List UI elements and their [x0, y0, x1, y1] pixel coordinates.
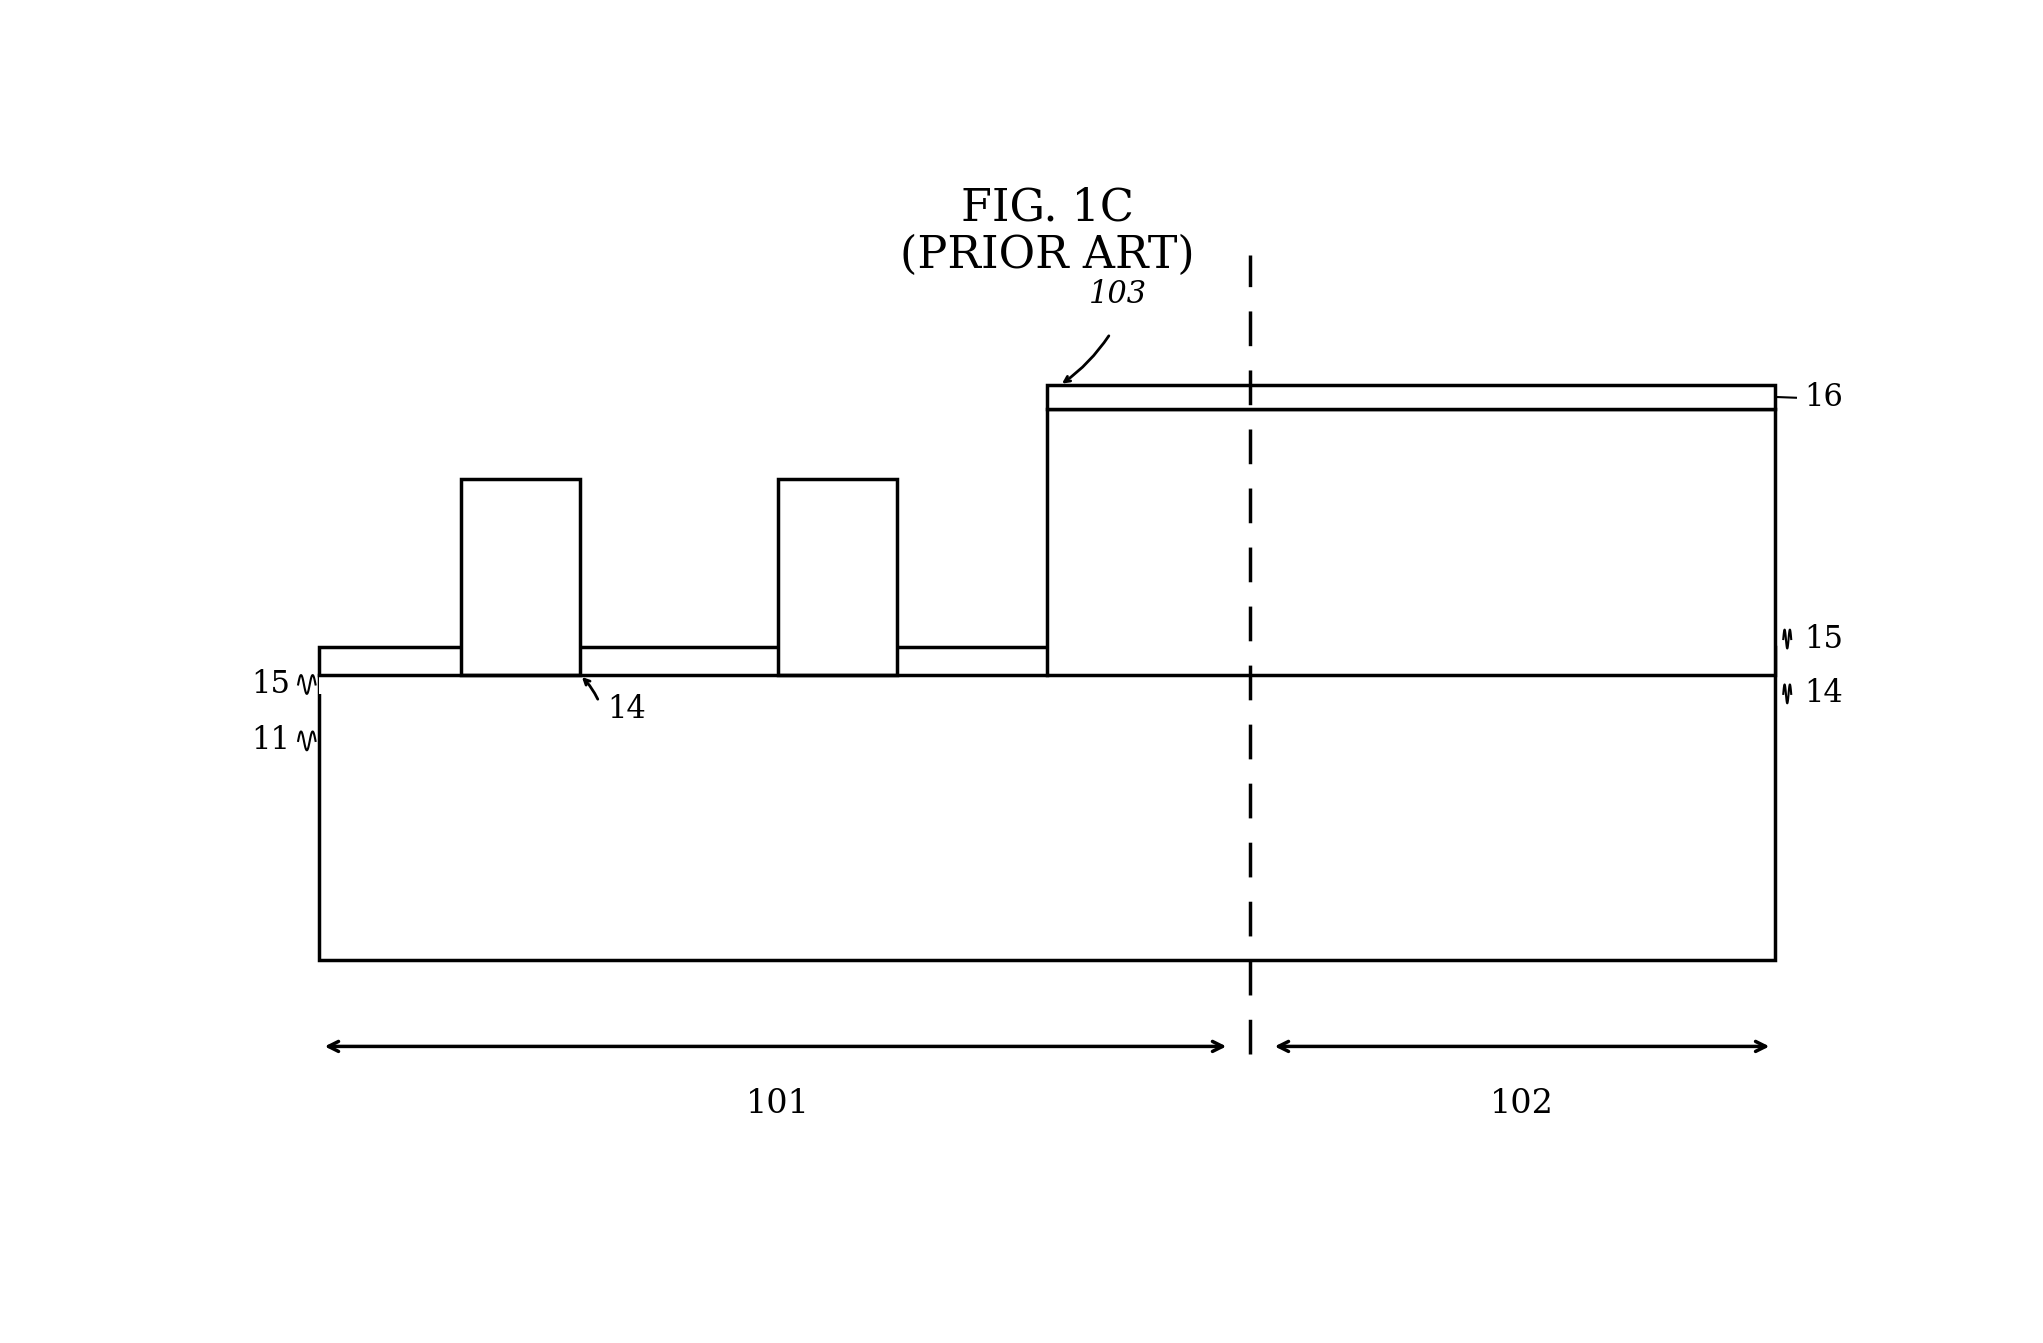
Text: 14: 14	[607, 694, 646, 725]
Bar	[319, 676, 1046, 694]
Text: 101: 101	[746, 1088, 809, 1120]
Bar	[778, 479, 897, 676]
Text: 14: 14	[1804, 678, 1843, 709]
Text: 15: 15	[251, 669, 290, 700]
Text: 102: 102	[1489, 1088, 1555, 1120]
Bar	[319, 647, 1775, 960]
Bar	[1046, 385, 1775, 408]
Bar	[462, 479, 580, 676]
Text: FIG. 1C: FIG. 1C	[960, 187, 1134, 230]
Text: 103: 103	[1089, 279, 1148, 310]
Bar	[1046, 408, 1775, 676]
Text: 11: 11	[251, 725, 290, 756]
Text: (PRIOR ART): (PRIOR ART)	[899, 234, 1195, 277]
Text: 15: 15	[1804, 623, 1843, 654]
Text: 16: 16	[1804, 383, 1843, 414]
